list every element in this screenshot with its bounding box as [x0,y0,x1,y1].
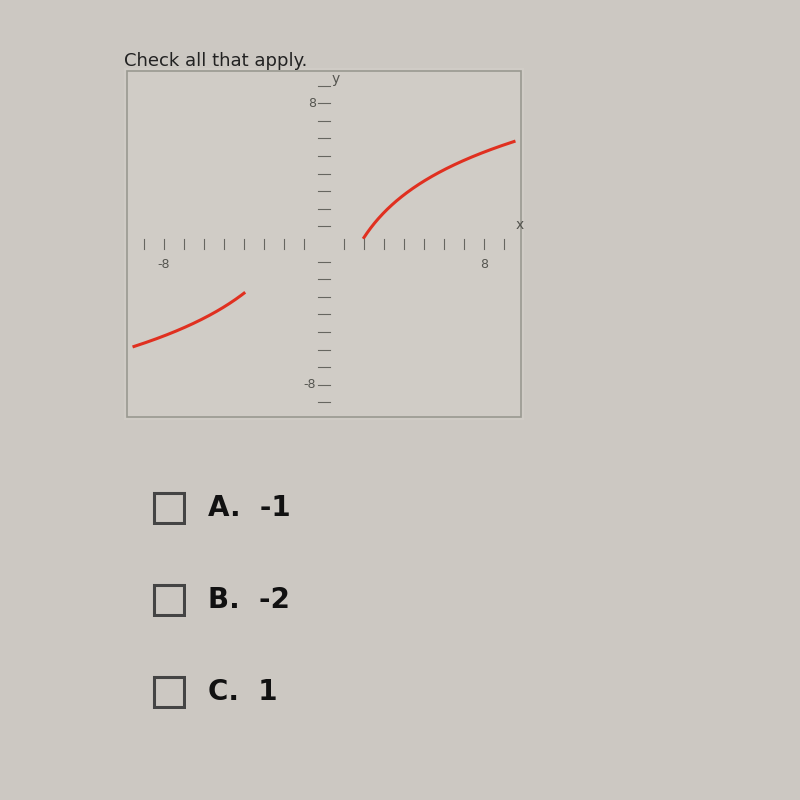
Text: Check all that apply.: Check all that apply. [124,52,307,70]
Text: A.  -1: A. -1 [208,494,290,522]
Text: 8: 8 [480,258,488,271]
Text: -8: -8 [303,378,316,391]
Text: B.  -2: B. -2 [208,586,290,614]
Text: y: y [332,71,340,86]
Text: 8: 8 [308,97,316,110]
Text: C.  1: C. 1 [208,678,278,706]
Text: x: x [516,218,524,232]
Text: -8: -8 [158,258,170,271]
